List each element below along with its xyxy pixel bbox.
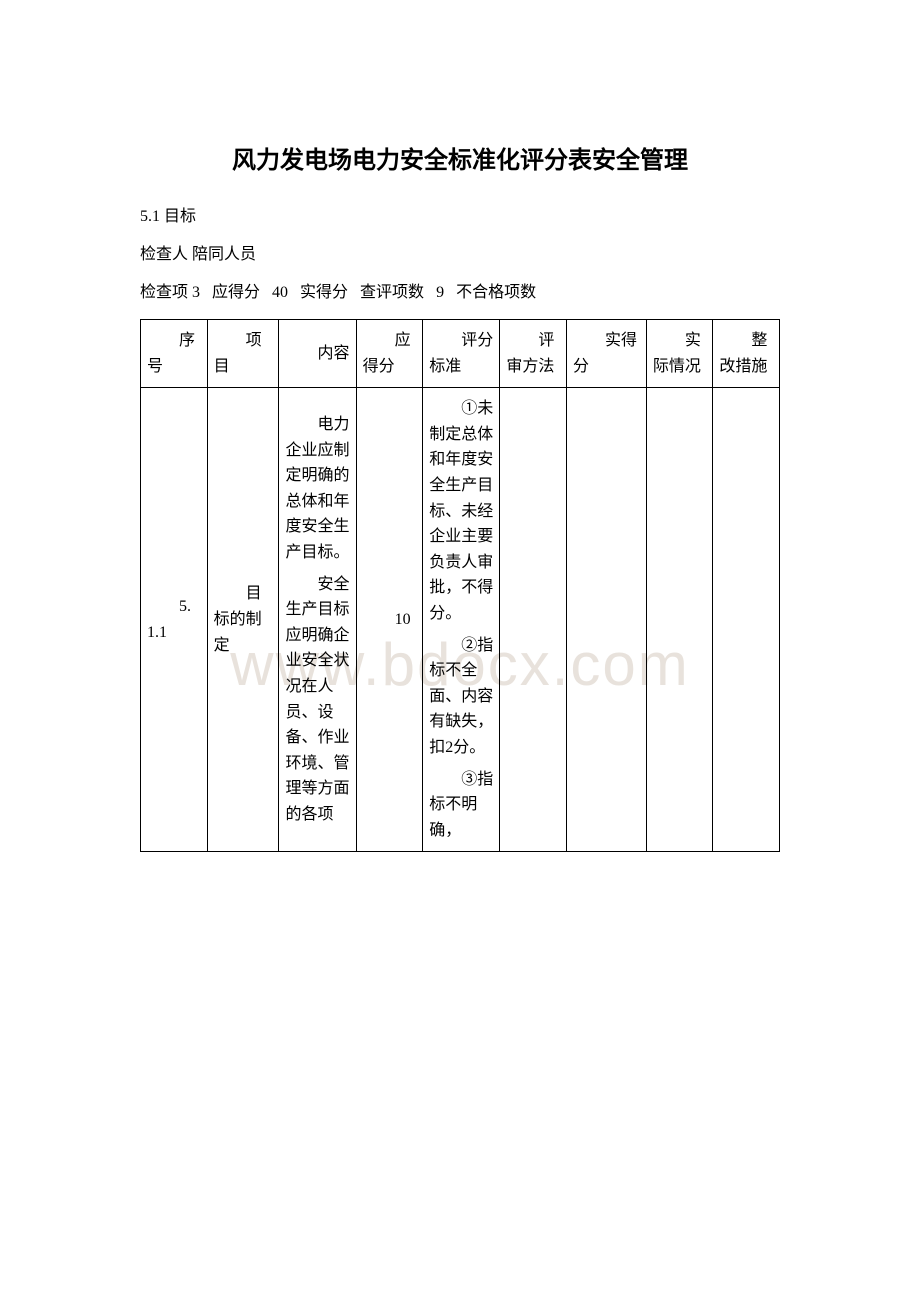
table-header-row: 序号 项目 内容 应得分 评分标准 评审方法 实得分 实际情况 整改措施 bbox=[141, 320, 780, 388]
criteria-p3: ③指标不明确， bbox=[429, 767, 493, 844]
header-should-score: 应得分 bbox=[356, 320, 423, 388]
fail-items-label: 不合格项数 bbox=[456, 284, 536, 301]
eval-items-label: 查评项数 bbox=[360, 284, 424, 301]
actual-score-label: 实得分 bbox=[300, 284, 348, 301]
cell-measures bbox=[713, 388, 780, 852]
cell-content: 电力企业应制定明确的总体和年度安全生产目标。 安全生产目标应明确企业安全状况在人… bbox=[279, 388, 356, 852]
table-row: 5.1.1 目标的制定 电力企业应制定明确的总体和年度安全生产目标。 安全生产目… bbox=[141, 388, 780, 852]
criteria-p2: ②指标不全面、内容有缺失，扣2分。 bbox=[429, 633, 493, 761]
cell-seq: 5.1.1 bbox=[141, 388, 208, 852]
header-content: 内容 bbox=[279, 320, 356, 388]
cell-situation bbox=[646, 388, 713, 852]
check-items-label: 检查项 bbox=[140, 284, 188, 301]
header-seq: 序号 bbox=[141, 320, 208, 388]
document-page: 风力发电场电力安全标准化评分表安全管理 5.1 目标 检查人 陪同人员 检查项 … bbox=[0, 0, 920, 852]
accompany-label: 陪同人员 bbox=[192, 246, 256, 263]
eval-items-value: 9 bbox=[436, 284, 444, 301]
criteria-p1: ①未制定总体和年度安全生产目标、未经企业主要负责人审批，不得分。 bbox=[429, 396, 493, 626]
cell-actual-score bbox=[566, 388, 646, 852]
content-p2: 安全生产目标应明确企业安全状况在人员、设备、作业环境、管理等方面的各项 bbox=[285, 572, 349, 828]
cell-criteria: ①未制定总体和年度安全生产目标、未经企业主要负责人审批，不得分。 ②指标不全面、… bbox=[423, 388, 500, 852]
should-score-value: 40 bbox=[272, 284, 288, 301]
inspector-label: 检查人 bbox=[140, 246, 188, 263]
header-situation: 实际情况 bbox=[646, 320, 713, 388]
header-actual-score: 实得分 bbox=[566, 320, 646, 388]
inspector-line: 检查人 陪同人员 bbox=[140, 243, 780, 267]
header-project: 项目 bbox=[207, 320, 279, 388]
header-method: 评审方法 bbox=[500, 320, 567, 388]
content-p1: 电力企业应制定明确的总体和年度安全生产目标。 bbox=[285, 412, 349, 566]
check-items-value: 3 bbox=[192, 284, 200, 301]
stats-line: 检查项 3 应得分 40 实得分 查评项数 9 不合格项数 bbox=[140, 281, 780, 305]
section-label: 5.1 目标 bbox=[140, 205, 780, 229]
cell-method bbox=[500, 388, 567, 852]
cell-should-score: 10 bbox=[356, 388, 423, 852]
page-title: 风力发电场电力安全标准化评分表安全管理 bbox=[140, 140, 780, 175]
header-measures: 整改措施 bbox=[713, 320, 780, 388]
should-score-label: 应得分 bbox=[212, 284, 260, 301]
scoring-table: 序号 项目 内容 应得分 评分标准 评审方法 实得分 实际情况 整改措施 5.1… bbox=[140, 319, 780, 852]
header-criteria: 评分标准 bbox=[423, 320, 500, 388]
cell-project: 目标的制定 bbox=[207, 388, 279, 852]
